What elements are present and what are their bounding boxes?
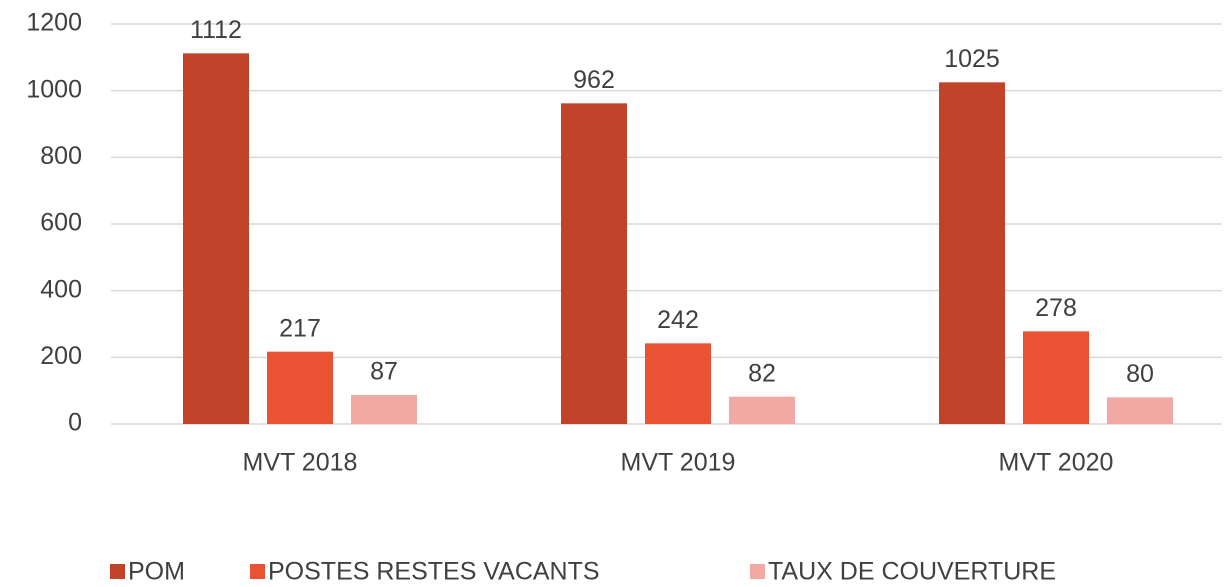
bar	[1023, 331, 1089, 424]
y-tick-label: 0	[68, 409, 82, 437]
data-label: 242	[657, 306, 699, 334]
bar	[267, 351, 333, 424]
bar	[939, 82, 1005, 424]
y-tick-label: 1000	[26, 75, 82, 103]
legend-label: TAUX DE COUVERTURE	[768, 558, 1056, 586]
legend-swatch	[750, 564, 765, 579]
y-tick-label: 400	[40, 275, 82, 303]
data-label: 217	[279, 314, 321, 342]
y-tick-label: 1200	[26, 9, 82, 37]
legend-label: POSTES RESTES VACANTS	[268, 558, 600, 586]
bar	[645, 343, 711, 424]
legend-label: POM	[128, 558, 185, 586]
legend-swatch	[250, 564, 265, 579]
x-tick-label: MVT 2019	[621, 449, 736, 477]
data-label: 87	[370, 358, 398, 386]
data-label: 80	[1126, 360, 1154, 388]
bar	[729, 396, 795, 424]
y-tick-label: 800	[40, 142, 82, 170]
y-tick-label: 600	[40, 209, 82, 237]
x-tick-label: MVT 2020	[999, 449, 1114, 477]
bar	[183, 53, 249, 424]
data-label: 1112	[190, 16, 242, 44]
data-label: 1025	[944, 45, 1000, 73]
data-label: 82	[748, 359, 776, 387]
bar	[351, 395, 417, 424]
legend-swatch	[110, 564, 125, 579]
y-tick-label: 200	[40, 342, 82, 370]
data-label: 278	[1035, 294, 1077, 322]
data-label: 962	[573, 66, 615, 94]
bar	[561, 103, 627, 424]
x-tick-label: MVT 2018	[243, 449, 358, 477]
bar	[1107, 397, 1173, 424]
